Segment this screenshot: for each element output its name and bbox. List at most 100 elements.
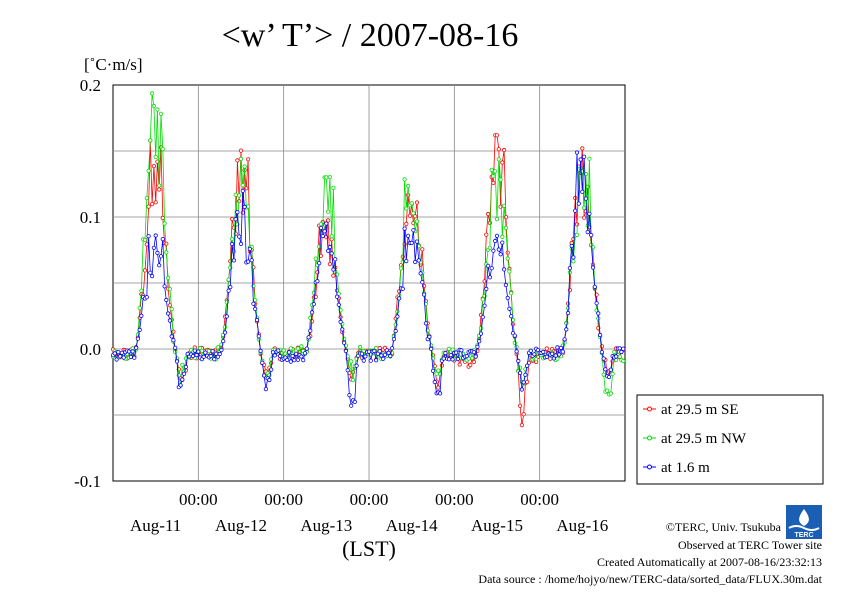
data-point [601,372,606,377]
chart-title: <w’ T’> / 2007-08-16 [222,17,519,54]
data-point [613,354,619,359]
data-point [313,256,318,261]
data-point [402,226,407,231]
data-point [164,297,169,303]
data-point [610,371,615,376]
observed-text: Observed at TERC Tower site [678,538,822,552]
legend-box [636,394,824,485]
data-point [157,187,162,192]
data-point [521,380,526,385]
data-point [503,225,508,230]
data-point [432,379,437,385]
data-point [388,353,393,359]
data-point [164,241,169,246]
data-point [509,314,514,319]
data-point [407,213,412,218]
data-point [567,265,573,271]
data-point [455,356,460,362]
data-point [132,355,137,360]
data-point [334,294,340,299]
data-point [516,358,521,364]
data-point [150,202,155,207]
x-tick-time-label: 00:00 [520,490,559,509]
data-point [286,350,292,355]
data-point [267,377,272,383]
data-point [414,239,420,244]
legend-marker [647,435,652,441]
data-point [251,301,256,306]
data-point [160,215,165,220]
data-point [477,339,482,344]
data-point [246,204,251,209]
data-point [535,347,541,353]
data-point [263,386,268,392]
data-point [139,288,144,293]
data-point [347,392,352,398]
data-point [580,146,585,151]
data-point [318,222,324,227]
data-point [501,267,507,272]
data-point [494,217,500,222]
data-point [277,353,283,359]
x-ticks: 00:00 00:00 00:00 00:00 00:00 Aug-11 Aug-12 Aug… [130,490,608,535]
data-point [142,268,148,273]
data-point [230,236,235,242]
data-point [151,245,156,250]
terc-logo: TERC [786,505,822,539]
data-point [379,353,384,358]
data-point [118,354,123,359]
data-point [571,255,576,260]
data-point [240,188,245,193]
data-point [352,399,357,404]
data-point [413,259,418,265]
data-point [505,256,510,261]
data-point [146,234,151,239]
data-point [468,362,473,367]
data-point [169,306,174,312]
data-point [480,315,485,320]
data-point [487,275,492,280]
data-point [235,158,240,163]
data-point [349,403,354,408]
x-tick-day-label: Aug-11 [130,516,181,535]
data-point [576,201,581,206]
data-point [128,354,133,359]
data-point [155,250,160,255]
data-point [327,244,332,250]
data-point [414,219,420,224]
legend-marker [647,406,652,412]
data-point [157,183,162,188]
data-point [295,346,300,351]
data-point [404,258,409,264]
data-point [397,296,402,301]
data-point [288,346,293,351]
data-point [226,288,231,293]
data-point [501,147,507,153]
legend-label: at 29.5 m SE [661,402,739,418]
data-point [350,377,356,383]
data-point [581,205,587,210]
series-group [110,91,626,428]
data-point [317,260,322,266]
data-point [253,306,258,311]
data-point [599,349,605,355]
data-point [235,210,240,215]
data-point [386,350,391,355]
data-point [519,422,525,428]
data-point [496,247,501,252]
data-point [222,324,228,330]
data-point [318,225,324,230]
data-point [148,270,153,275]
data-point [512,333,517,338]
data-point [448,352,453,358]
data-point [260,360,265,365]
data-point [377,349,382,354]
data-point [137,305,142,311]
data-point [247,246,252,251]
data-point [532,352,537,357]
data-point [493,238,498,244]
data-point [464,353,469,359]
data-point [409,201,414,206]
data-point [304,346,309,351]
